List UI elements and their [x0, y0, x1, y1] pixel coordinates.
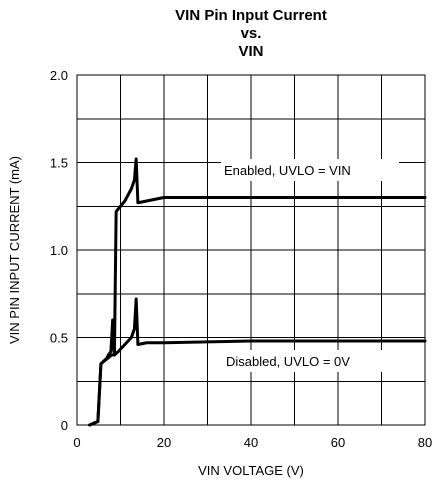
x-tick-label: 0 — [73, 435, 80, 450]
grid — [77, 75, 425, 425]
y-tick-label: 1.0 — [50, 243, 68, 258]
chart-title-line-1: VIN Pin Input Current — [175, 7, 327, 24]
y-tick-label: 2.0 — [50, 68, 68, 83]
chart-title-line-2: vs. — [241, 25, 262, 42]
x-tick-label: 20 — [157, 435, 171, 450]
enabled-series-label: Enabled, UVLO = VIN — [224, 163, 351, 178]
disabled-series-line — [88, 297, 427, 427]
enabled-series-line — [88, 157, 427, 427]
y-tick-label: 1.5 — [50, 156, 68, 171]
x-tick-label: 40 — [244, 435, 258, 450]
x-tick-label: 60 — [331, 435, 345, 450]
y-tick-labels: 0 0.5 1.0 1.5 2.0 — [50, 68, 68, 433]
x-tick-labels: 0 20 40 60 80 — [73, 435, 432, 450]
x-axis-label: VIN VOLTAGE (V) — [198, 463, 304, 478]
y-axis-label: VIN PIN INPUT CURRENT (mA) — [7, 156, 22, 344]
y-tick-label: 0 — [61, 418, 68, 433]
y-tick-label: 0.5 — [50, 331, 68, 346]
disabled-series-label: Disabled, UVLO = 0V — [226, 354, 350, 369]
chart-title: VIN Pin Input Current vs. VIN — [175, 7, 327, 60]
disabled-label-background — [223, 350, 389, 372]
x-tick-label: 80 — [418, 435, 432, 450]
chart-title-line-3: VIN — [238, 43, 263, 60]
plot-frame — [76, 74, 426, 426]
enabled-label-background — [221, 159, 399, 181]
series-layer — [88, 157, 427, 427]
